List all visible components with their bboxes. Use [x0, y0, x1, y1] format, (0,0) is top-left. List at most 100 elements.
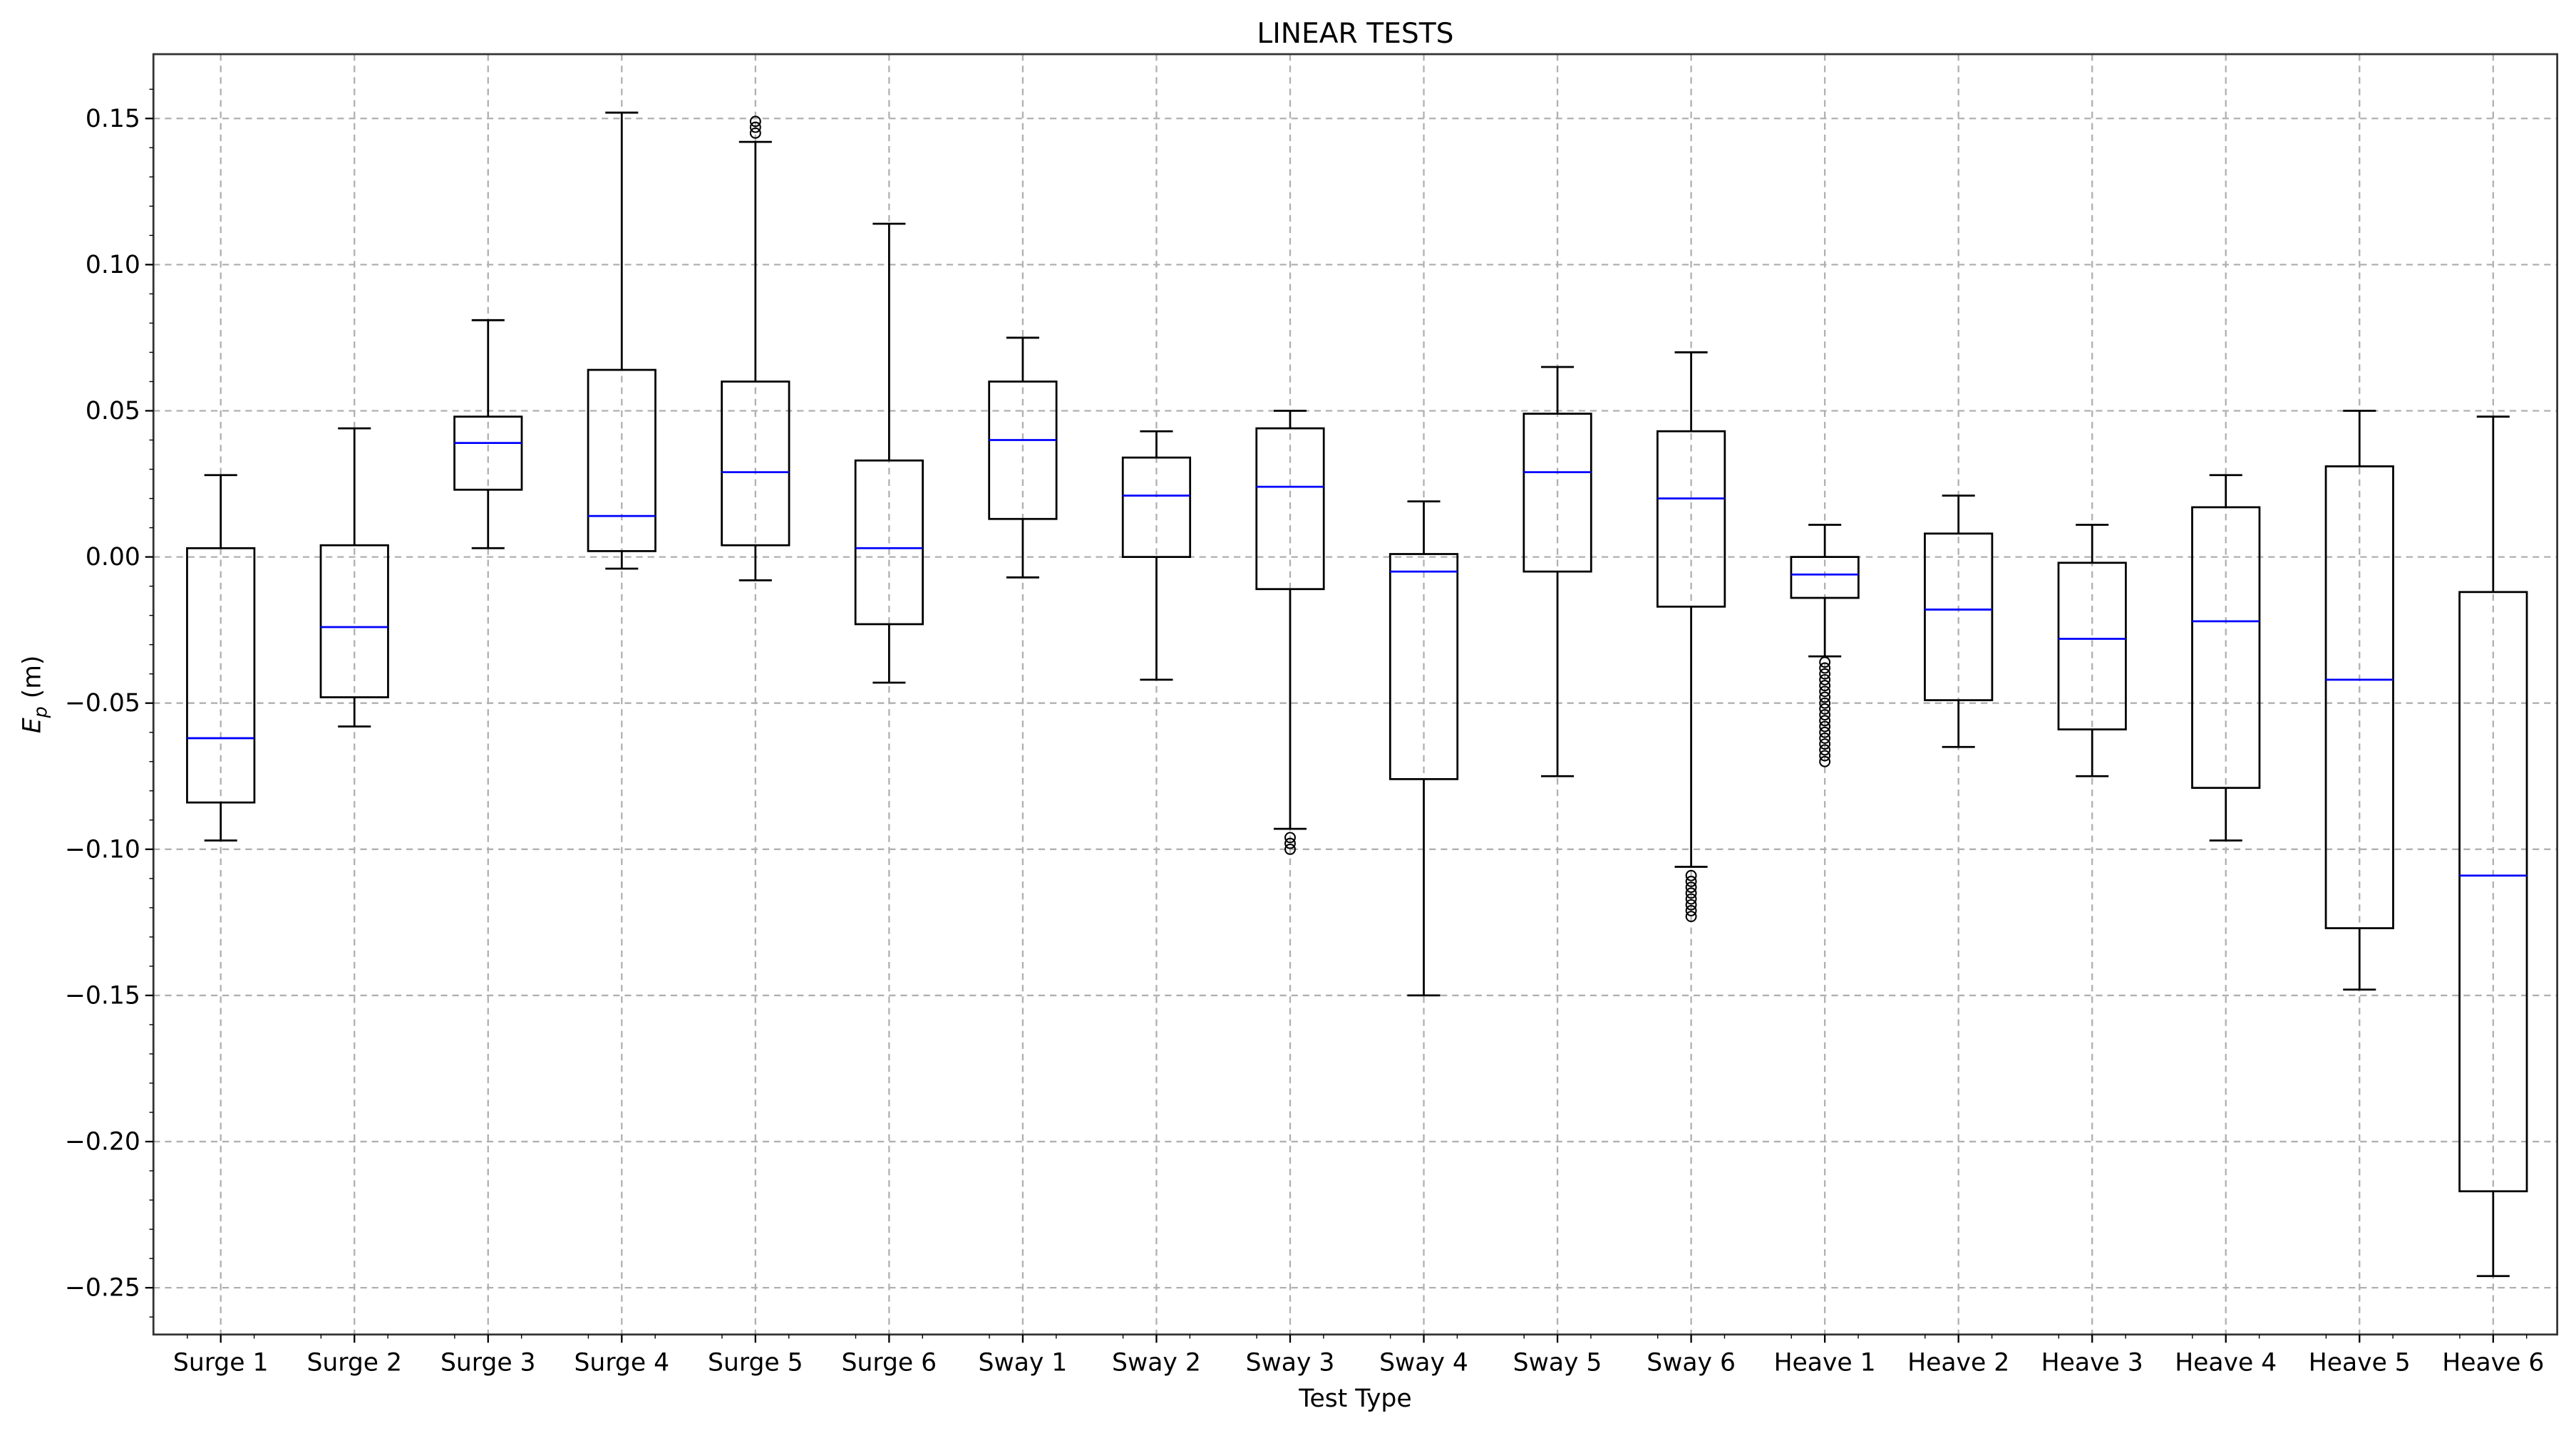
x-tick-label: Surge 1	[173, 1348, 269, 1377]
box-heave-4	[2191, 474, 2261, 842]
iqr-box	[2191, 506, 2261, 790]
box-sway-6	[1656, 351, 1726, 923]
plot-frame	[152, 53, 2559, 1336]
iqr-box	[1389, 553, 1459, 780]
box-heave-6	[2458, 415, 2528, 1278]
y-axis: −0.25 −0.20 −0.15 −0.10 −0.05 0.00 0.05 0.10 0.1…	[65, 88, 154, 1318]
iqr-box	[854, 459, 924, 626]
iqr-box	[1656, 430, 1726, 608]
y-tick-label: −0.05	[65, 689, 140, 718]
y-tick-label: 0.15	[86, 105, 140, 133]
x-tick-label: Heave 4	[2175, 1348, 2277, 1377]
x-tick-label: Surge 4	[575, 1348, 670, 1377]
x-tick-label: Heave 1	[1774, 1348, 1876, 1377]
outlier-point	[1284, 832, 1296, 844]
outlier-point	[1819, 715, 1831, 727]
outlier-point	[1819, 744, 1831, 756]
y-axis-label-sub: p	[30, 706, 51, 718]
x-tick-label: Surge 6	[842, 1348, 937, 1377]
outlier-point	[1284, 843, 1296, 855]
outlier-point	[1819, 668, 1831, 680]
outlier-point	[1819, 691, 1831, 703]
x-tick-label: Sway 1	[979, 1348, 1068, 1377]
outlier-point	[1685, 875, 1697, 887]
outlier-point	[1685, 887, 1697, 899]
y-tick-label: −0.20	[65, 1128, 140, 1157]
x-tick-label: Sway 2	[1112, 1348, 1201, 1377]
outlier-point	[1819, 720, 1831, 733]
boxes	[186, 111, 2528, 1278]
x-tick-label: Surge 2	[306, 1348, 402, 1377]
iqr-box	[1924, 532, 1994, 701]
outlier-point	[1819, 662, 1831, 674]
iqr-box	[721, 381, 790, 547]
outlier-point	[1685, 905, 1697, 916]
box-heave-3	[2057, 524, 2127, 777]
x-tick-label: Heave 5	[2309, 1348, 2411, 1377]
box-sway-2	[1121, 430, 1192, 681]
outlier-point	[1819, 755, 1831, 767]
y-tick-label: 0.00	[86, 543, 140, 571]
x-tick-label: Heave 6	[2442, 1348, 2544, 1377]
x-tick-label: Sway 4	[1379, 1348, 1468, 1377]
box-heave-1	[1790, 524, 1860, 767]
outlier-point	[1685, 869, 1697, 881]
y-tick-label: −0.25	[65, 1274, 140, 1303]
iqr-box	[453, 415, 523, 491]
outlier-point	[1819, 703, 1831, 715]
iqr-box	[1790, 556, 1860, 599]
box-surge-3	[453, 319, 523, 549]
x-tick-label: Sway 5	[1513, 1348, 1602, 1377]
box-sway-4	[1389, 500, 1459, 997]
box-sway-1	[988, 336, 1058, 579]
x-tick-label: Heave 3	[2041, 1348, 2143, 1377]
box-surge-4	[587, 111, 656, 570]
outlier-point	[749, 121, 761, 133]
outlier-point	[749, 115, 761, 128]
outlier-point	[1819, 750, 1831, 762]
iqr-box	[2458, 591, 2528, 1193]
iqr-box	[2057, 562, 2127, 731]
outlier-point	[1685, 893, 1697, 905]
outlier-point	[1685, 911, 1697, 923]
box-surge-1	[186, 474, 256, 842]
outlier-point	[1819, 732, 1831, 744]
y-tick-label: −0.15	[65, 981, 140, 1010]
x-tick-label: Heave 2	[1907, 1348, 2009, 1377]
iqr-box	[1523, 413, 1592, 573]
iqr-box	[988, 381, 1058, 520]
iqr-box	[587, 368, 656, 552]
outlier-point	[1819, 673, 1831, 686]
box-sway-3	[1255, 410, 1325, 855]
x-axis: Surge 1 Surge 2 Surge 3 Surge 4 Surge 5 Surge…	[173, 1334, 2544, 1377]
y-tick-label: −0.10	[65, 835, 140, 864]
x-axis-label: Test Type	[1298, 1385, 1411, 1413]
chart-title: LINEAR TESTS	[1257, 18, 1453, 50]
x-tick-label: Surge 5	[708, 1348, 803, 1377]
outlier-point	[1819, 697, 1831, 709]
box-surge-2	[319, 427, 389, 728]
outlier-point	[1284, 837, 1296, 849]
outlier-point	[1819, 686, 1831, 698]
iqr-box	[319, 544, 389, 698]
box-surge-5	[721, 115, 790, 581]
box-surge-6	[854, 222, 924, 684]
y-axis-label-unit: (m)	[18, 656, 46, 707]
outlier-point	[1685, 899, 1697, 911]
x-tick-label: Sway 6	[1647, 1348, 1736, 1377]
grid	[153, 54, 2557, 1335]
box-heave-5	[2324, 410, 2394, 991]
outlier-point	[1685, 881, 1697, 894]
outlier-point	[749, 127, 761, 139]
x-tick-label: Sway 3	[1246, 1348, 1335, 1377]
outlier-point	[1819, 680, 1831, 692]
y-tick-label: 0.10	[86, 251, 140, 279]
box-sway-5	[1523, 366, 1592, 777]
outlier-point	[1819, 656, 1831, 668]
iqr-box	[1255, 427, 1325, 591]
iqr-box	[186, 547, 256, 804]
outlier-point	[1819, 709, 1831, 721]
y-tick-label: 0.05	[86, 397, 140, 425]
outlier-point	[1819, 738, 1831, 750]
